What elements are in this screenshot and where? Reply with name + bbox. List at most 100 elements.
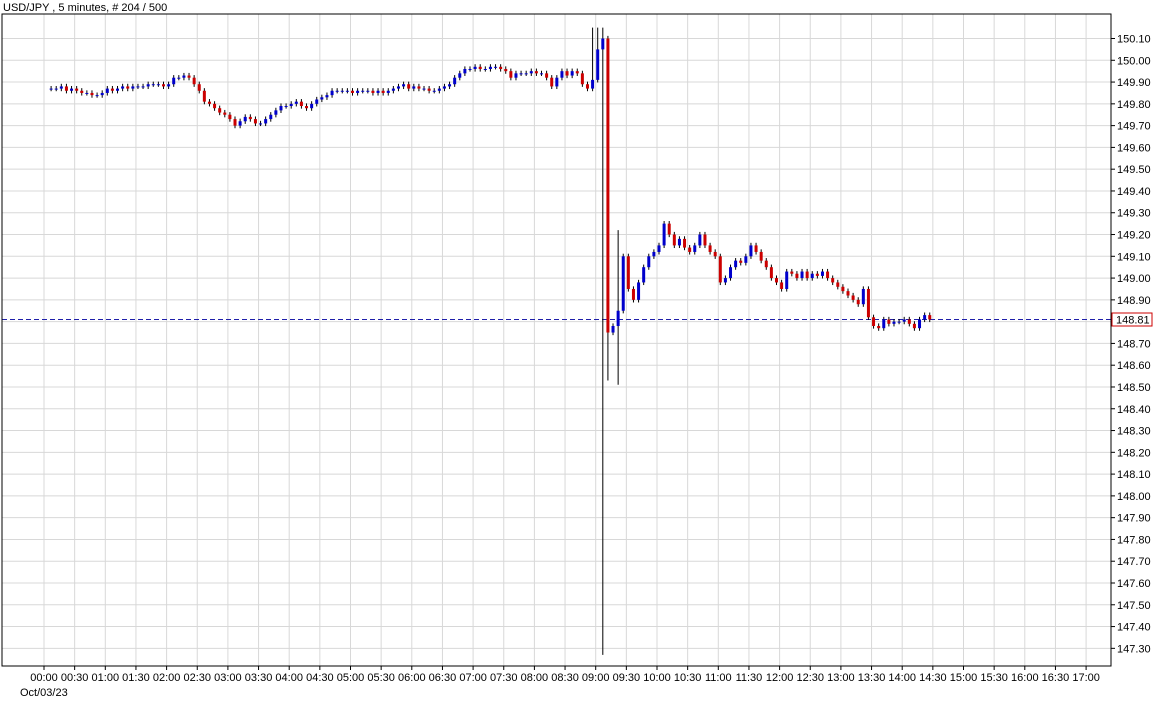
candle-body-down — [836, 282, 840, 287]
candle-body-down — [192, 77, 196, 85]
candle-body-up — [591, 79, 595, 89]
x-tick-label: 11:30 — [736, 672, 763, 684]
y-tick-label: 149.70 — [1117, 121, 1151, 133]
candle-body-up — [289, 103, 293, 107]
candle-body-up — [514, 73, 518, 78]
candle-body-down — [887, 319, 891, 324]
candle-body-down — [769, 267, 773, 279]
candle-body-up — [570, 71, 574, 76]
candle-body-up — [340, 90, 344, 92]
candle-body-down — [126, 86, 130, 89]
candle-body-down — [575, 71, 579, 74]
x-tick-label: 01:30 — [122, 672, 150, 684]
x-tick-label: 16:00 — [1011, 672, 1039, 684]
candle-body-up — [182, 75, 186, 78]
candle-body-down — [228, 114, 232, 120]
candle-body-up — [141, 86, 145, 88]
y-tick-label: 148.60 — [1117, 360, 1151, 372]
candle-body-down — [75, 88, 79, 91]
candle-body-down — [631, 288, 635, 300]
candle-body-down — [846, 291, 850, 296]
y-tick-label: 149.30 — [1117, 208, 1151, 220]
x-tick-label: 12:00 — [766, 672, 794, 684]
candle-body-up — [146, 84, 150, 87]
candle-body-up — [458, 73, 462, 78]
candle-body-up — [345, 90, 349, 92]
candle-body-down — [351, 90, 354, 93]
candle-body-up — [698, 234, 702, 246]
candle-body-up — [488, 66, 492, 69]
candle-body-up — [693, 245, 697, 252]
x-tick-label: 11:00 — [705, 672, 732, 684]
y-tick-label: 150.00 — [1117, 55, 1151, 67]
candle-body-down — [213, 103, 217, 109]
candle-body-up — [310, 103, 314, 109]
candle-body-down — [534, 71, 538, 74]
candle-body-up — [657, 245, 661, 252]
candle-body-up — [131, 86, 135, 89]
candle-body-up — [892, 321, 896, 324]
candle-body-up — [810, 273, 814, 279]
y-tick-label: 149.10 — [1117, 251, 1151, 263]
candle-body-down — [299, 101, 303, 107]
candle-body-down — [187, 75, 191, 78]
y-tick-label: 147.90 — [1117, 513, 1151, 525]
x-tick-label: 08:30 — [551, 672, 579, 684]
candle-body-up — [335, 90, 339, 92]
y-tick-label: 148.20 — [1117, 447, 1151, 459]
x-tick-label: 14:00 — [888, 672, 916, 684]
y-tick-label: 148.40 — [1117, 404, 1151, 416]
candle-body-down — [856, 299, 860, 305]
candle-body-down — [565, 71, 569, 76]
x-tick-label: 09:30 — [613, 672, 641, 684]
candle-body-down — [718, 256, 722, 283]
candle-body-up — [259, 123, 263, 125]
candle-body-down — [197, 84, 201, 91]
candle-body-up — [264, 119, 268, 124]
candle-body-down — [161, 84, 165, 87]
candle-body-down — [780, 282, 784, 289]
candle-body-up — [677, 238, 681, 246]
candle-body-up — [820, 271, 824, 276]
y-tick-label: 149.00 — [1117, 273, 1151, 285]
candle-body-up — [105, 88, 109, 93]
candle-body-up — [136, 86, 140, 88]
x-tick-label: 13:30 — [858, 672, 886, 684]
candle-body-down — [866, 288, 870, 318]
candle-body-up — [483, 68, 487, 70]
candle-body-up — [356, 90, 360, 93]
candle-body-up — [453, 77, 457, 85]
candle-body-down — [872, 317, 876, 326]
candle-body-up — [540, 73, 544, 75]
y-tick-label: 148.70 — [1117, 338, 1151, 350]
x-tick-label: 01:00 — [92, 672, 120, 684]
candle-body-down — [371, 90, 375, 93]
x-tick-label: 10:00 — [643, 672, 671, 684]
candle-body-up — [432, 90, 436, 92]
candle-body-down — [831, 278, 835, 283]
x-tick-label: 03:00 — [214, 672, 242, 684]
y-tick-label: 149.60 — [1117, 142, 1151, 154]
candle-body-down — [667, 223, 671, 235]
candle-body-down — [248, 116, 252, 120]
candle-body-down — [754, 245, 758, 252]
candle-body-up — [238, 121, 242, 126]
candle-body-down — [253, 119, 257, 124]
candle-body-up — [151, 84, 155, 86]
candle-body-up — [800, 271, 804, 279]
y-tick-label: 147.80 — [1117, 534, 1151, 546]
candle-body-down — [218, 108, 222, 113]
x-tick-label: 13:00 — [827, 672, 855, 684]
candle-body-down — [739, 260, 743, 263]
y-tick-label: 149.40 — [1117, 186, 1151, 198]
chart-title: USD/JPY , 5 minutes, # 204 / 500 — [3, 2, 167, 14]
candle-body-down — [626, 256, 630, 289]
x-tick-label: 00:00 — [30, 672, 58, 684]
candle-body-down — [703, 234, 707, 246]
y-tick-label: 147.60 — [1117, 578, 1151, 590]
current-price-label-layer: 148.81 — [1111, 312, 1153, 327]
x-tick-label: 06:30 — [429, 672, 457, 684]
y-tick-label: 149.20 — [1117, 230, 1151, 242]
y-axis: 150.10 150.00 149.90 149.80 149.70 149.60 149.… — [1111, 34, 1151, 655]
